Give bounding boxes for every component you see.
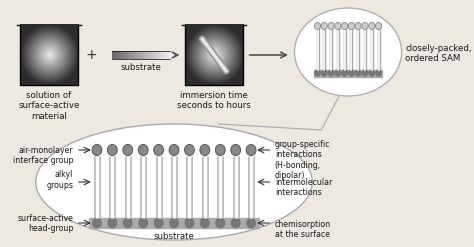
Circle shape [184,144,194,156]
Ellipse shape [294,8,401,96]
Text: air-monolayer
interface group: air-monolayer interface group [13,146,73,165]
Circle shape [321,22,328,29]
Circle shape [356,70,361,76]
Circle shape [155,218,163,228]
Circle shape [231,218,240,228]
Circle shape [246,144,256,156]
Circle shape [154,144,164,156]
Circle shape [328,70,334,76]
Circle shape [92,218,101,228]
Text: group-specific
interactions
(H-bonding,
dipolar): group-specific interactions (H-bonding, … [275,140,330,180]
Text: +: + [86,48,97,62]
Circle shape [349,70,354,76]
Circle shape [328,22,334,29]
Bar [314,70,382,77]
Circle shape [348,22,355,29]
Circle shape [342,70,347,76]
Text: intermolecular
interactions: intermolecular interactions [275,178,332,197]
Text: chemisorption
at the surface: chemisorption at the surface [275,220,331,239]
Circle shape [315,70,320,76]
Text: alkyl
groups: alkyl groups [46,170,73,190]
Circle shape [322,70,327,76]
Circle shape [201,218,209,228]
Circle shape [362,22,368,29]
Circle shape [342,22,348,29]
Circle shape [355,22,361,29]
Circle shape [138,144,148,156]
Circle shape [200,144,210,156]
Text: closely-packed,
ordered SAM: closely-packed, ordered SAM [405,44,472,63]
Circle shape [215,144,225,156]
Circle shape [139,218,147,228]
Circle shape [369,22,375,29]
Circle shape [247,218,255,228]
Text: immersion time
seconds to hours: immersion time seconds to hours [177,91,251,110]
Circle shape [124,218,132,228]
Circle shape [185,218,194,228]
Circle shape [108,144,117,156]
Circle shape [362,70,368,76]
Circle shape [335,70,340,76]
Text: substrate: substrate [120,63,161,72]
Text: solution of
surface-active
material: solution of surface-active material [18,91,80,121]
Bar [89,218,259,228]
Circle shape [369,70,374,76]
Circle shape [123,144,133,156]
Text: substrate: substrate [154,232,194,241]
Circle shape [335,22,341,29]
Circle shape [216,218,225,228]
Circle shape [108,218,117,228]
Circle shape [231,144,241,156]
Circle shape [376,70,381,76]
Circle shape [375,22,382,29]
Circle shape [92,144,102,156]
Circle shape [314,22,320,29]
Text: surface-active
head-group: surface-active head-group [18,214,73,233]
Circle shape [170,218,178,228]
Ellipse shape [36,124,312,240]
Circle shape [169,144,179,156]
